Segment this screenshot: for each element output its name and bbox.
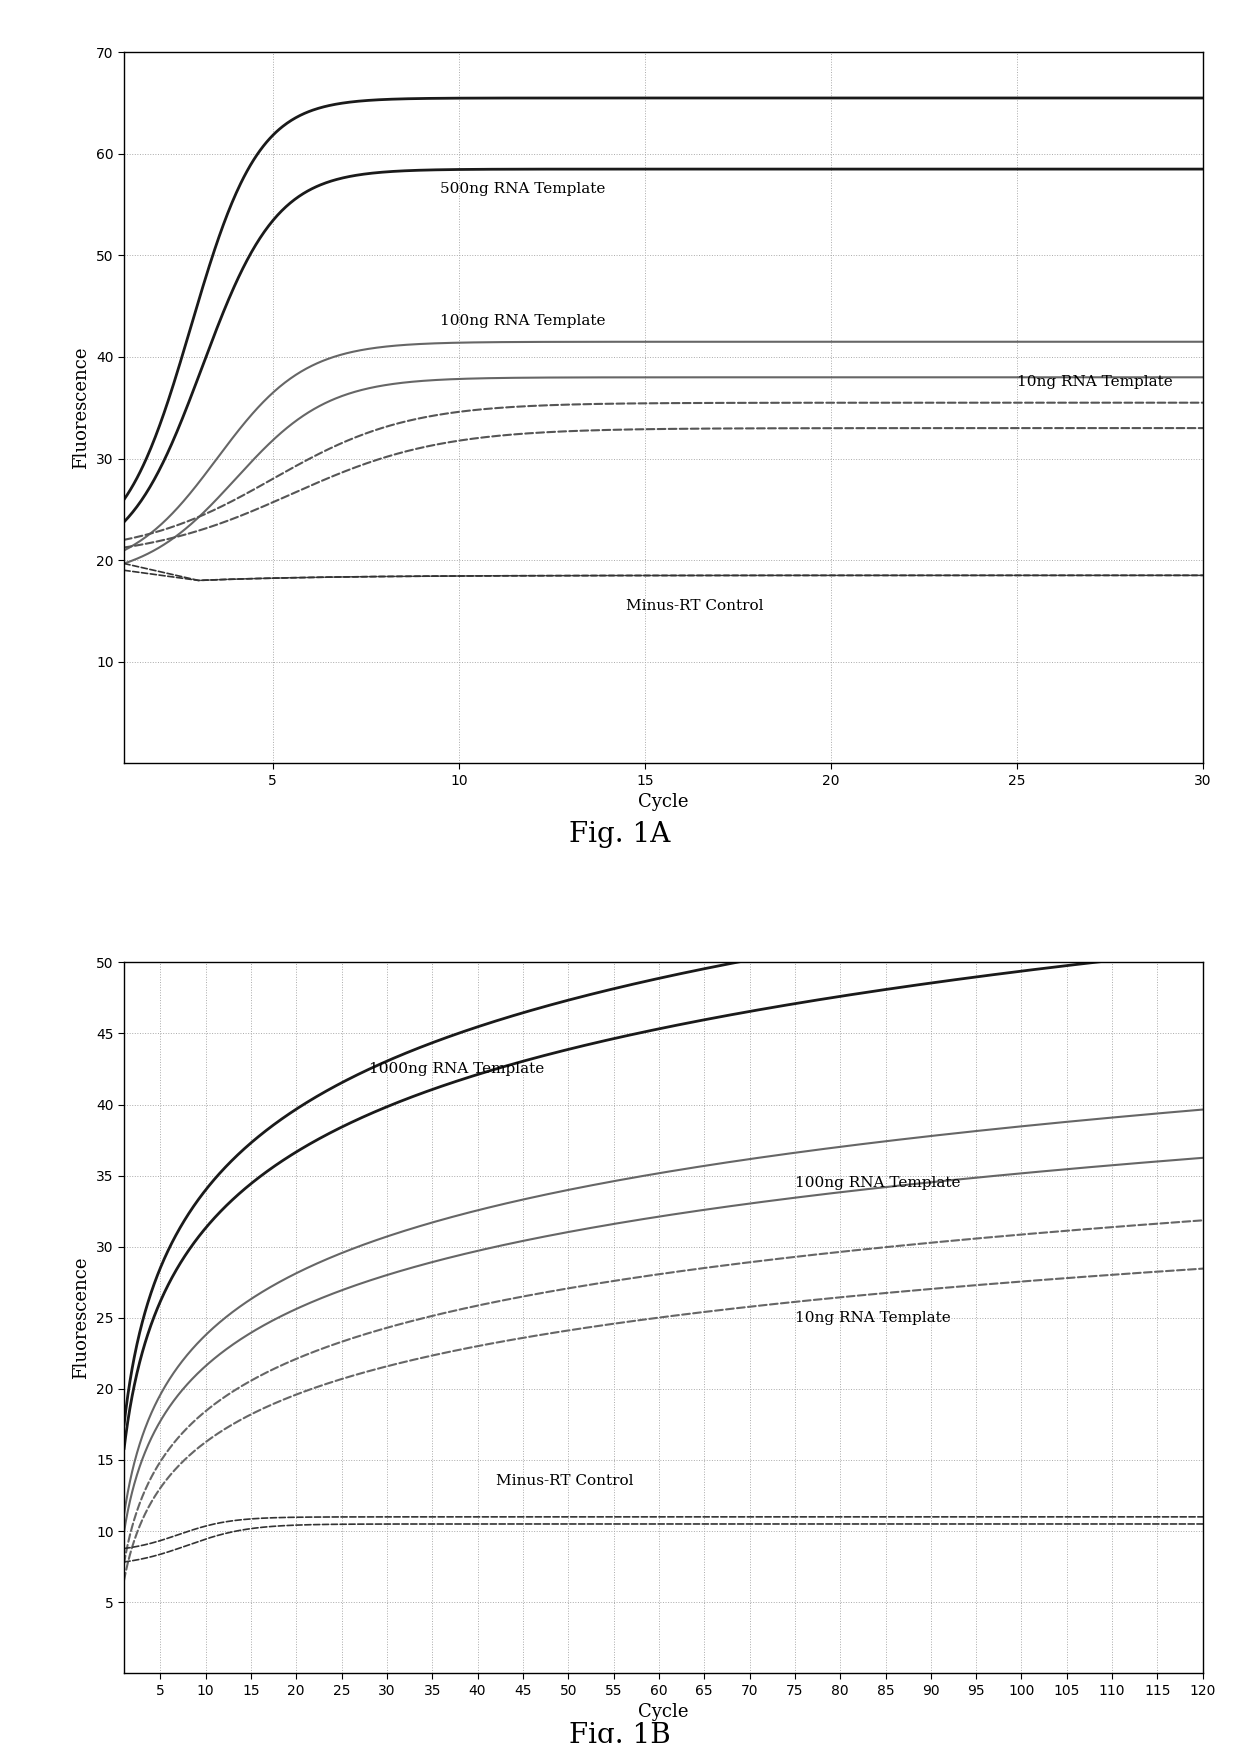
Y-axis label: Fluorescence: Fluorescence xyxy=(72,347,91,469)
Text: Minus-RT Control: Minus-RT Control xyxy=(626,600,764,614)
Text: 500ng RNA Template: 500ng RNA Template xyxy=(440,183,605,197)
X-axis label: Cycle: Cycle xyxy=(639,793,688,810)
Text: 100ng RNA Template: 100ng RNA Template xyxy=(795,1177,960,1190)
Text: Fig. 1B: Fig. 1B xyxy=(569,1722,671,1743)
Text: 10ng RNA Template: 10ng RNA Template xyxy=(1017,375,1173,389)
Y-axis label: Fluorescence: Fluorescence xyxy=(72,1257,91,1379)
Text: Minus-RT Control: Minus-RT Control xyxy=(496,1475,634,1489)
X-axis label: Cycle: Cycle xyxy=(639,1703,688,1722)
Text: 1000ng RNA Template: 1000ng RNA Template xyxy=(368,1061,544,1075)
Text: 100ng RNA Template: 100ng RNA Template xyxy=(440,314,605,328)
Text: Fig. 1A: Fig. 1A xyxy=(569,821,671,847)
Text: 10ng RNA Template: 10ng RNA Template xyxy=(795,1311,951,1325)
